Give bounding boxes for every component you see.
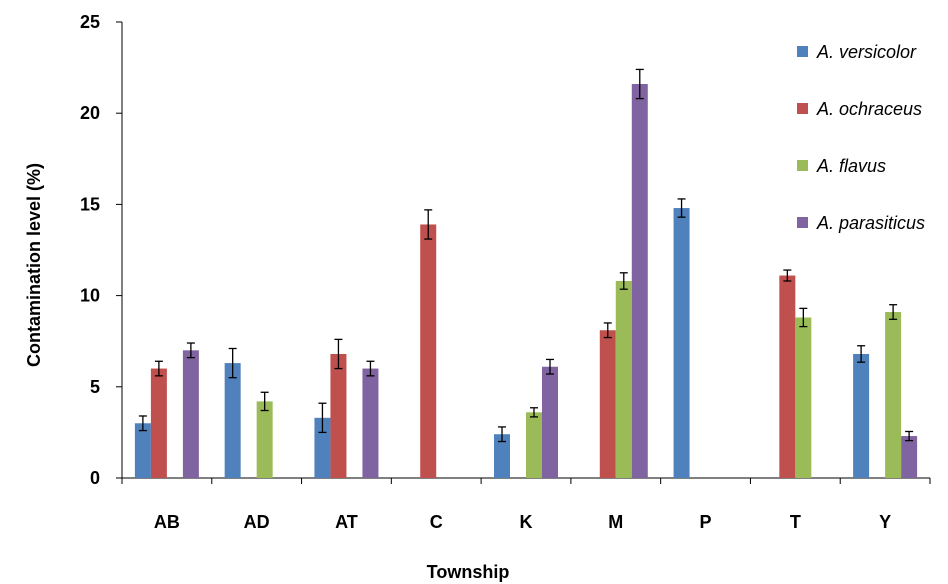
legend-swatch <box>797 103 808 114</box>
x-tick-label: K <box>520 512 533 532</box>
error-bars <box>138 68 914 443</box>
bar <box>224 363 241 478</box>
bar <box>795 317 812 478</box>
x-tick-label: P <box>700 512 712 532</box>
bar <box>134 423 151 478</box>
y-tick-label: 10 <box>80 286 100 306</box>
bar <box>150 368 167 478</box>
bar <box>420 224 437 478</box>
bar <box>256 401 273 478</box>
legend-label: A. ochraceus <box>816 99 922 119</box>
bar <box>779 275 796 478</box>
y-tick-label: 5 <box>90 377 100 397</box>
x-tick-label: AT <box>335 512 358 532</box>
legend: A. versicolor A. ochraceus A. flavus A. par… <box>797 42 925 233</box>
x-axis: AB AD AT C K M P T Y <box>121 477 931 532</box>
legend-label: A. versicolor <box>816 42 917 62</box>
bar <box>330 353 347 478</box>
legend-label: A. parasiticus <box>816 213 925 233</box>
bar <box>901 436 918 478</box>
legend-swatch <box>797 217 808 228</box>
x-tick-label: AB <box>154 512 180 532</box>
bar <box>885 312 902 478</box>
legend-swatch <box>797 160 808 171</box>
bar <box>362 368 379 478</box>
bar <box>853 353 870 478</box>
bar <box>673 208 690 478</box>
bar <box>182 350 199 478</box>
bars <box>134 84 918 479</box>
bar <box>631 84 648 479</box>
y-tick-label: 15 <box>80 194 100 214</box>
bar <box>494 434 510 478</box>
y-axis-title: Contamination level (%) <box>24 163 44 367</box>
x-tick-label: C <box>430 512 443 532</box>
x-axis-title: Township <box>427 562 510 582</box>
legend-swatch <box>797 46 808 57</box>
bar <box>615 281 632 478</box>
x-tick-label: AD <box>244 512 270 532</box>
x-tick-label: Y <box>879 512 891 532</box>
legend-label: A. flavus <box>816 156 886 176</box>
bar <box>599 330 616 478</box>
x-tick-label: T <box>790 512 801 532</box>
bar <box>542 366 558 478</box>
y-tick-label: 25 <box>80 12 100 32</box>
y-tick-label: 20 <box>80 103 100 123</box>
bar <box>526 412 542 478</box>
y-tick-label: 0 <box>90 468 100 488</box>
x-tick-label: M <box>608 512 623 532</box>
y-axis: 0 5 10 15 20 25 <box>80 12 123 488</box>
